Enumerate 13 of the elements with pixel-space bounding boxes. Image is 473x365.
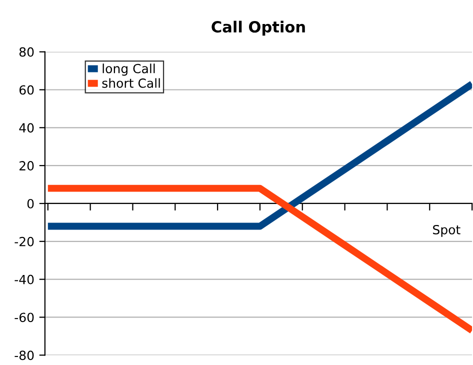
x-axis-title: Spot [433,224,460,237]
y-tick-label: -40 [14,274,34,284]
y-tick-label: -20 [14,236,34,246]
y-tick-label: -80 [14,350,34,360]
legend-label: long Call [102,64,155,76]
y-tick-label: 0 [27,198,34,208]
legend-label: short Call [102,78,160,88]
y-tick-label: 60 [19,85,34,95]
y-tick-label: 40 [19,123,34,133]
y-tick-label: 80 [19,47,34,57]
y-tick-label: -60 [14,312,34,322]
chart-title: Call Option [212,20,305,36]
y-tick-label: 20 [20,161,34,170]
